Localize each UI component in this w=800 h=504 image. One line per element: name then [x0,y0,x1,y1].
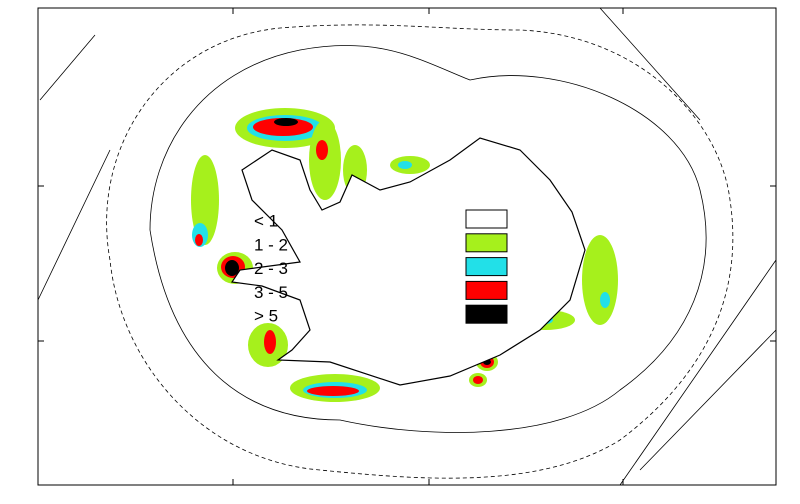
legend-label: 3 - 5 [254,283,288,302]
legend-label: 2 - 3 [254,259,288,278]
legend-swatch [465,257,508,277]
legend-label: 1 - 2 [254,235,288,254]
legend-label: < 1 [254,211,278,230]
depth-contours [37,7,777,486]
legend: < 1 1 - 2 2 - 3 3 - 5 > 5 [254,209,508,326]
depth-contour-1000 [106,24,734,479]
grid-lines-diagonal [37,7,777,486]
legend-swatch [465,209,508,229]
tick-marks [38,8,776,485]
legend-label: > 5 [254,307,278,326]
legend-swatch [465,280,508,300]
legend-swatch [465,304,508,324]
depth-contour-500 [149,45,707,433]
legend-swatch [465,233,508,253]
frame [37,7,777,486]
